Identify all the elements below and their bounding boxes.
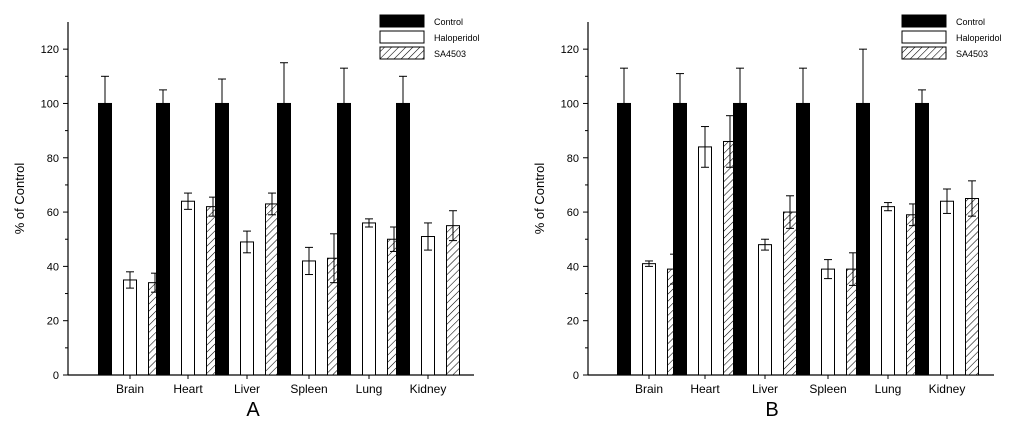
- legend-label-control: Control: [956, 17, 985, 27]
- bar-haloperidol-brain: [123, 279, 137, 376]
- bar-control-spleen: [796, 102, 810, 376]
- legend-label-sa4503: SA4503: [956, 49, 988, 59]
- x-tick-label: Brain: [635, 382, 663, 396]
- chart-panel-b: 0 20 40 60 80 100 120 % of Control Brain Heart Liv…: [532, 14, 1002, 421]
- y-axis-label: % of Control: [532, 163, 547, 235]
- x-tick-label: Liver: [234, 382, 260, 396]
- y-axis-label: % of Control: [12, 163, 27, 235]
- bar-sa4503-liver: [265, 203, 279, 376]
- y-tick-label: 20: [47, 316, 59, 328]
- x-tick-label: Lung: [356, 382, 383, 396]
- bar-control-liver: [215, 102, 229, 376]
- bar-haloperidol-lung: [362, 222, 376, 376]
- bar-haloperidol-spleen: [302, 260, 316, 376]
- bar-control-kidney: [915, 102, 929, 376]
- legend-swatch-haloperidol: [901, 30, 947, 44]
- bar-haloperidol-liver: [758, 244, 772, 376]
- bar-sa4503-kidney: [446, 225, 460, 376]
- bar-control-heart: [673, 102, 687, 376]
- y-tick-label: 100: [41, 98, 59, 110]
- bar-haloperidol-kidney: [940, 200, 954, 376]
- legend-swatch-haloperidol: [379, 30, 425, 44]
- panel-label: A: [246, 399, 260, 421]
- legend-swatch-control: [901, 14, 947, 28]
- x-tick-label: Lung: [875, 382, 902, 396]
- x-tick-label: Brain: [116, 382, 144, 396]
- bar-control-spleen: [277, 102, 291, 376]
- y-tick-label: 60: [567, 207, 579, 219]
- legend-swatch-control: [379, 14, 425, 28]
- y-tick-label: 40: [47, 261, 59, 273]
- y-tick-label: 20: [567, 316, 579, 328]
- chart-panel-a: 0 20 40 60 80 100 120 % of Control Brain Heart Liv…: [12, 14, 480, 421]
- bar-control-brain: [98, 102, 112, 376]
- x-tick-label: Kidney: [929, 382, 966, 396]
- bar-control-kidney: [396, 102, 410, 376]
- bar-haloperidol-brain: [642, 263, 656, 376]
- y-tick-label: 80: [567, 153, 579, 165]
- legend-label-control: Control: [434, 17, 463, 27]
- y-tick-label: 40: [567, 261, 579, 273]
- x-tick-label: Heart: [173, 382, 203, 396]
- y-tick-label: 120: [41, 44, 59, 56]
- legend-label-sa4503: SA4503: [434, 49, 466, 59]
- legend-label-haloperidol: Haloperidol: [956, 33, 1002, 43]
- legend: Control Haloperidol SA4503: [901, 14, 1002, 60]
- x-tick-label: Spleen: [290, 382, 327, 396]
- bar-haloperidol-spleen: [821, 268, 835, 376]
- legend: Control Haloperidol SA4503: [379, 14, 480, 60]
- bar-control-lung: [856, 102, 870, 376]
- legend-swatch-sa4503: [901, 46, 947, 60]
- y-tick-label: 0: [573, 370, 579, 382]
- bar-control-heart: [156, 102, 170, 376]
- bar-control-lung: [337, 102, 351, 376]
- bar-sa4503-liver: [783, 211, 797, 376]
- legend-swatch-sa4503: [379, 46, 425, 60]
- bar-haloperidol-kidney: [421, 236, 435, 376]
- bar-sa4503-kidney: [965, 198, 979, 376]
- y-tick-label: 80: [47, 153, 59, 165]
- bar-haloperidol-lung: [881, 206, 895, 376]
- x-tick-label: Liver: [752, 382, 778, 396]
- legend-label-haloperidol: Haloperidol: [434, 33, 480, 43]
- bar-haloperidol-heart: [698, 146, 712, 376]
- bar-control-brain: [617, 102, 631, 376]
- bar-haloperidol-heart: [181, 200, 195, 376]
- bar-haloperidol-liver: [240, 241, 254, 376]
- y-tick-label: 100: [561, 98, 579, 110]
- y-tick-label: 60: [47, 207, 59, 219]
- panel-label: B: [765, 399, 778, 421]
- x-tick-label: Spleen: [809, 382, 846, 396]
- y-tick-label: 120: [561, 44, 579, 56]
- y-tick-label: 0: [53, 370, 59, 382]
- bar-control-liver: [733, 102, 747, 376]
- x-tick-label: Heart: [690, 382, 720, 396]
- x-tick-label: Kidney: [410, 382, 447, 396]
